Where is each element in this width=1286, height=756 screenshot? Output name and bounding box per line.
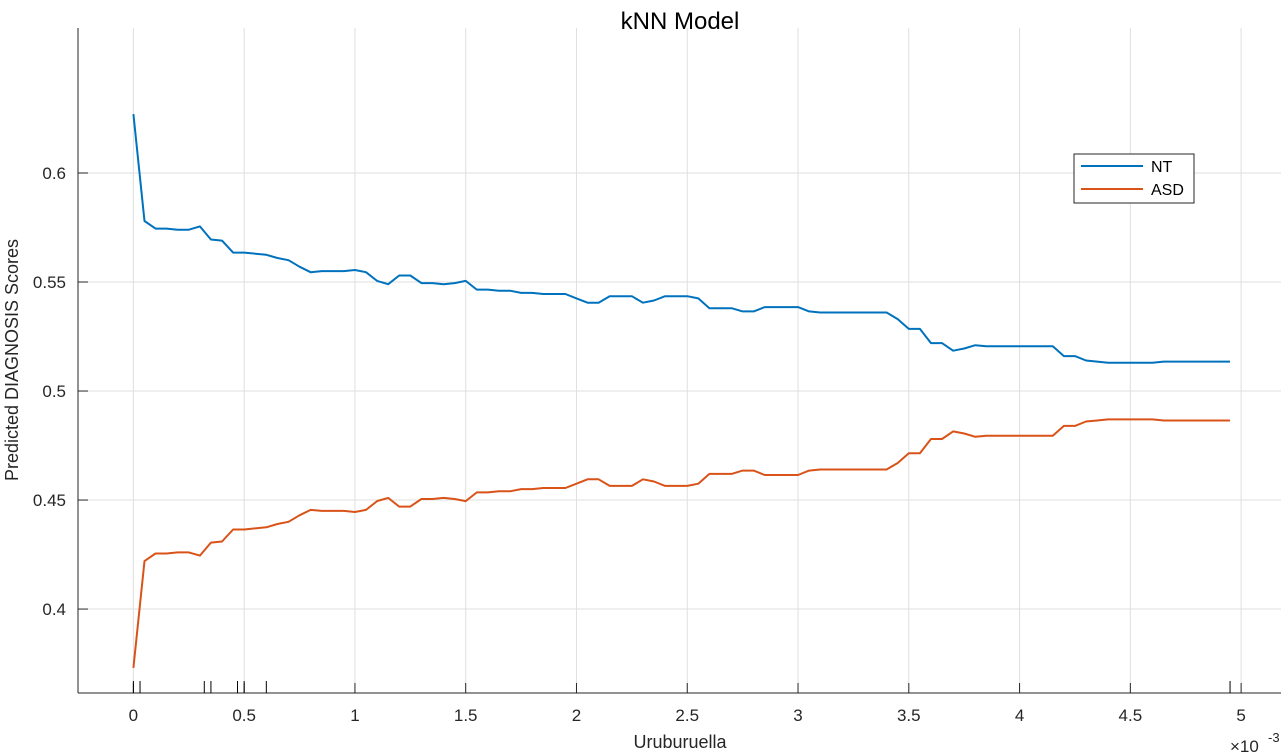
series-lines xyxy=(132,113,1230,669)
x-tick-label: 1.5 xyxy=(454,706,478,725)
y-axis-label: Predicted DIAGNOSIS Scores xyxy=(2,239,22,481)
y-tick-label: 0.6 xyxy=(42,164,66,183)
x-tick-label: 2.5 xyxy=(675,706,699,725)
x-tick-label: 2 xyxy=(572,706,581,725)
rug-marks xyxy=(132,681,1231,693)
x-axis-label: Uruburuella xyxy=(633,732,727,752)
y-tick-label: 0.45 xyxy=(33,491,66,510)
x-exponent-power: -3 xyxy=(1268,730,1280,745)
x-exponent-label: ×10 -3 xyxy=(1230,730,1280,756)
x-tick-label: 0.5 xyxy=(232,706,256,725)
series-line-asd xyxy=(132,418,1230,669)
x-tick-label: 0 xyxy=(129,706,138,725)
chart-title: kNN Model xyxy=(621,8,740,35)
legend-box xyxy=(1073,153,1195,204)
x-tick-label: 3 xyxy=(793,706,802,725)
series-line-nt xyxy=(132,113,1230,364)
legend-label-asd: ASD xyxy=(1151,182,1184,199)
grid-lines xyxy=(78,28,1281,693)
x-exponent-base: ×10 xyxy=(1230,737,1259,756)
x-tick-label: 4 xyxy=(1015,706,1024,725)
legend-label-nt: NT xyxy=(1151,159,1173,176)
x-tick-label: 4.5 xyxy=(1119,706,1143,725)
legend[interactable]: NT ASD xyxy=(1073,153,1195,204)
y-tick-label: 0.55 xyxy=(33,273,66,292)
x-tick-label: 5 xyxy=(1236,706,1245,725)
y-tick-label: 0.5 xyxy=(42,382,66,401)
tick-labels: 0 0.5 1 1.5 2 2.5 3 3.5 4 4.5 5 0.4 0.45 0.5 0.55 0.6 xyxy=(33,164,1246,725)
axes xyxy=(77,28,1281,694)
y-tick-label: 0.4 xyxy=(42,600,66,619)
x-tick-label: 3.5 xyxy=(897,706,921,725)
x-tick-label: 1 xyxy=(350,706,359,725)
